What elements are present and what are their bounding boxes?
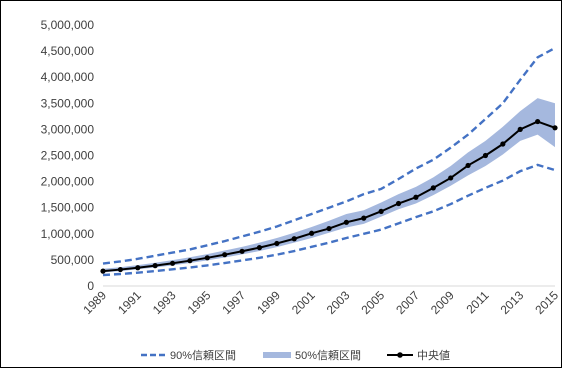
median-point <box>552 125 558 131</box>
line-90pct-upper <box>102 46 556 265</box>
median-point <box>291 236 297 242</box>
x-tick-label: 2009 <box>428 288 457 317</box>
median-point <box>274 240 280 247</box>
y-tick-label: 0 <box>87 279 94 293</box>
y-tick-label: 5,000,000 <box>41 18 95 32</box>
y-tick-labels: 0 500,000 1,000,000 1,500,000 2,000,000 2,500… <box>41 18 95 293</box>
y-tick-label: 3,000,000 <box>41 122 95 136</box>
x-tick-label: 2005 <box>358 288 387 317</box>
y-tick-label: 2,000,000 <box>41 175 95 189</box>
median-point <box>482 152 489 159</box>
x-tick-label: 2007 <box>393 288 422 317</box>
median-point <box>535 118 541 125</box>
median-point <box>135 265 141 271</box>
line-90pct-lower <box>102 163 556 277</box>
x-tick-label: 2015 <box>532 288 561 317</box>
x-tick-label: 1995 <box>185 288 214 317</box>
x-tick-label: 1989 <box>80 288 109 317</box>
y-tick-label: 4,500,000 <box>41 44 95 58</box>
y-tick-label: 3,500,000 <box>41 96 95 110</box>
median-point <box>465 162 471 169</box>
legend-swatch-50pct <box>263 352 291 358</box>
median-point <box>343 219 349 225</box>
y-tick-label: 500,000 <box>51 253 95 267</box>
legend-label-90pct: 90%信頼区間 <box>170 349 236 362</box>
median-point <box>222 252 228 258</box>
median-point <box>361 215 367 221</box>
series-line-layer <box>100 46 558 277</box>
median-point <box>326 225 332 232</box>
legend-label-50pct: 50%信頼区間 <box>295 349 361 362</box>
x-tick-label: 1991 <box>115 288 144 317</box>
median-point <box>430 185 436 191</box>
x-tick-labels: 1989 1991 1993 1995 1997 1999 2001 2003 2005 2007… <box>80 288 561 317</box>
y-tick-label: 4,000,000 <box>41 70 95 84</box>
legend-label-median: 中央値 <box>417 349 450 362</box>
band-50pct <box>103 98 555 273</box>
x-tick-label: 1997 <box>219 288 248 317</box>
y-tick-label: 2,500,000 <box>41 149 95 163</box>
median-point <box>187 258 193 264</box>
legend: 90%信頼区間 50%信頼区間 中央値 <box>141 349 450 362</box>
median-point <box>395 200 402 207</box>
y-tick-label: 1,000,000 <box>41 227 95 241</box>
median-point <box>256 245 263 251</box>
median-point <box>517 126 523 132</box>
median-point <box>117 266 123 273</box>
x-tick-label: 2003 <box>324 288 353 317</box>
x-tick-label: 2013 <box>498 288 527 317</box>
median-point <box>448 175 454 181</box>
median-point <box>413 194 419 200</box>
x-tick-label: 2011 <box>463 288 491 316</box>
median-point <box>378 208 384 214</box>
median-point <box>239 248 245 254</box>
median-point <box>169 260 176 266</box>
median-point <box>100 268 106 274</box>
legend-marker-median <box>397 352 403 358</box>
y-tick-label: 1,500,000 <box>41 201 95 215</box>
median-point <box>204 255 210 261</box>
median-point <box>309 230 315 236</box>
median-point <box>500 141 506 147</box>
x-tick-label: 1993 <box>150 288 179 317</box>
x-tick-label: 1999 <box>254 288 283 317</box>
confidence-band-layer <box>103 98 555 273</box>
median-point <box>152 263 158 269</box>
x-tick-label: 2001 <box>289 288 318 317</box>
